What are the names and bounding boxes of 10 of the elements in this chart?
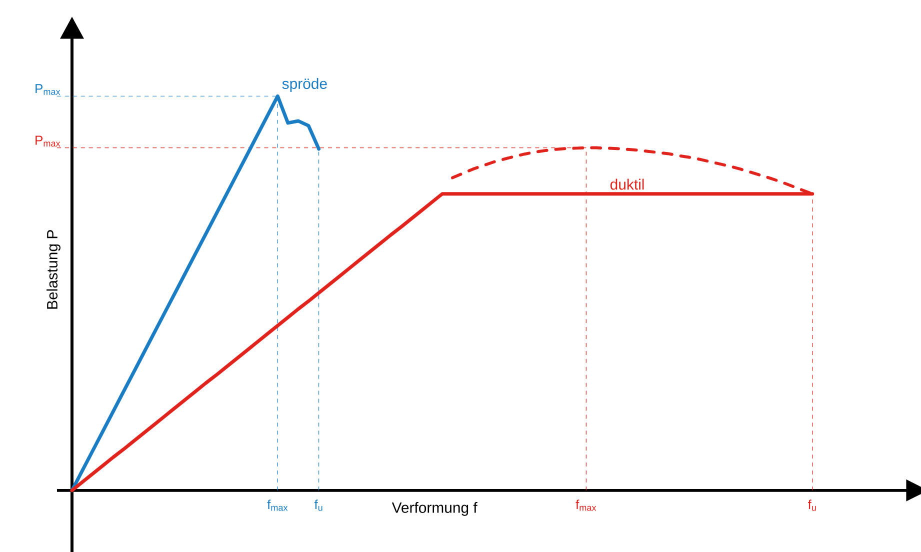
- y-axis-title: Belastung P: [46, 230, 60, 309]
- series-label: duktil: [610, 178, 644, 190]
- x-tick-label: f$_{u}$: [314, 500, 322, 511]
- x-tick-label: f$_{u}$: [808, 500, 816, 511]
- ref-line-label: P$_{max}$: [36, 136, 60, 147]
- series-label: spröde: [282, 78, 327, 92]
- x-tick-label: f$_{max}$: [267, 500, 288, 511]
- x-axis-title: Verformung f: [392, 502, 478, 516]
- x-tick-label: f$_{max}$: [576, 500, 596, 511]
- ref-line-label: P$_{max}$: [36, 84, 60, 95]
